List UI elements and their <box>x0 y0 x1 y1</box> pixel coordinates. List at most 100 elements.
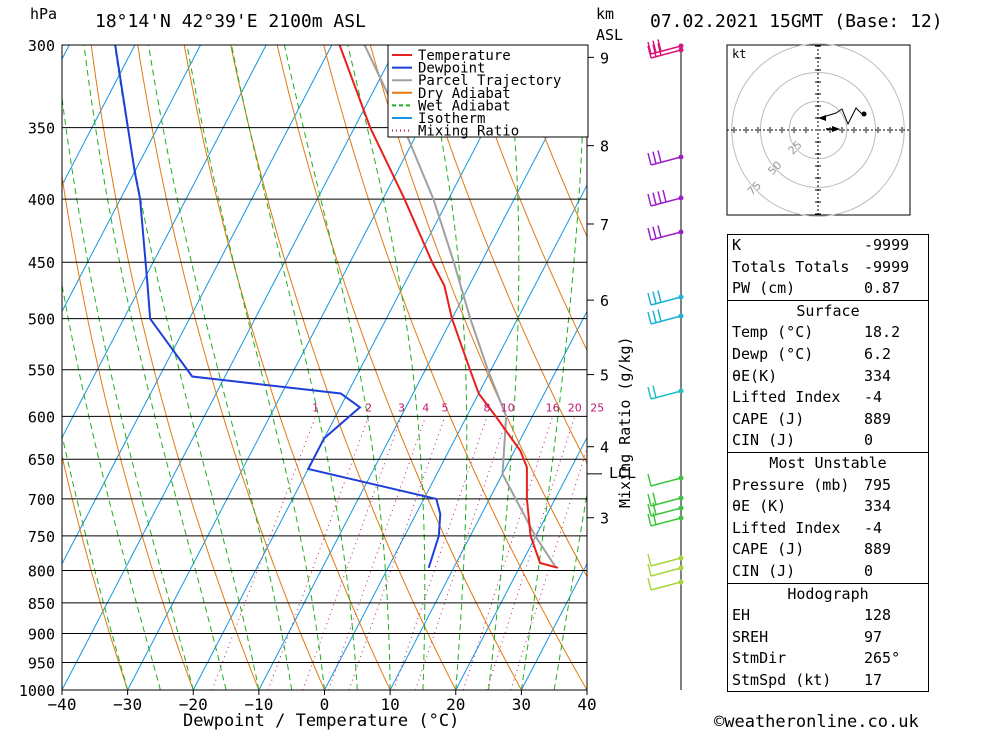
most-unstable-row: θE (K) 334 <box>732 497 892 516</box>
wet-adiabat-line <box>62 93 194 690</box>
wind-barb <box>647 150 684 166</box>
dry-adiabat-line <box>90 45 260 690</box>
credit-text: ©weatheronline.co.uk <box>714 712 919 732</box>
pressure-tick-label: 600 <box>28 408 55 426</box>
wind-barb <box>647 189 684 207</box>
index-row-pw: PW (cm) 0.87 <box>732 279 901 298</box>
pressure-tick-label: 950 <box>28 655 55 673</box>
mixing-ratio-label: 1 <box>312 401 319 414</box>
mixing-ratio-label: 20 <box>568 401 582 414</box>
x-tick-label: 40 <box>577 695 596 714</box>
hodograph-endpoint <box>861 111 867 117</box>
legend-item: Dewpoint <box>392 61 485 77</box>
dry-adiabat-line <box>62 454 129 690</box>
wind-barb <box>647 39 684 55</box>
km-tick-label: 9 <box>600 49 609 67</box>
wind-barb <box>647 290 684 306</box>
surface-row: Dewp (°C) 6.2 <box>732 344 892 363</box>
x-tick-label: 30 <box>512 695 531 714</box>
legend-item: Temperature <box>392 48 511 64</box>
pressure-tick-label: 750 <box>28 528 55 546</box>
mixing-ratio-line <box>328 416 427 690</box>
wet-adiabat-line <box>114 45 260 690</box>
legend-label: Wet Adiabat <box>418 98 511 114</box>
legend-item: Wet Adiabat <box>392 98 511 114</box>
wind-barb <box>647 553 684 567</box>
mean-wind-arrow-icon <box>832 126 840 132</box>
pressure-tick-label: 700 <box>28 491 55 509</box>
isotherm-line <box>62 45 398 690</box>
isotherm-line <box>520 562 587 690</box>
pressure-tick-label: 1000 <box>19 682 55 700</box>
mixing-ratio-labels: 1 2 3 4 5 8 10 16 20 25 <box>312 401 604 414</box>
datetime-title: 07.02.2021 15GMT (Base: 12) <box>650 11 943 32</box>
most-unstable-row: Lifted Index -4 <box>732 518 883 537</box>
wind-barb <box>647 225 684 241</box>
wind-barb <box>647 563 684 577</box>
km-tick-label: 6 <box>600 292 609 310</box>
hodograph-trace <box>819 107 863 126</box>
wind-barb <box>647 43 684 59</box>
mixing-ratio-line <box>348 416 446 690</box>
x-tick-label: −20 <box>179 695 208 714</box>
most-unstable-row: CAPE (J) 889 <box>732 540 892 559</box>
isotherm-line <box>192 45 530 690</box>
x-axis-title: Dewpoint / Temperature (°C) <box>183 711 459 731</box>
mixing-ratio-line <box>302 416 403 690</box>
legend-label: Dewpoint <box>418 61 485 77</box>
pressure-tick-label: 350 <box>28 120 55 138</box>
km-tick-label: 8 <box>600 138 609 156</box>
legend-item: Mixing Ratio <box>392 124 519 140</box>
mixing-ratio-label: 16 <box>546 401 560 414</box>
wind-barb <box>647 577 684 591</box>
pressure-tick-label: 850 <box>28 595 55 613</box>
km-tick-label: 7 <box>600 216 609 234</box>
mixing-ratio-line <box>414 416 509 690</box>
pressure-tick-label: 450 <box>28 254 55 272</box>
wind-barb <box>647 502 684 517</box>
asl-unit-label: ASL <box>596 26 623 44</box>
mixing-ratio-line <box>267 416 370 690</box>
isotherm-line <box>62 45 201 313</box>
hodograph-stats-row: SREH 97 <box>732 627 883 646</box>
pressure-tick-label: 300 <box>28 37 55 55</box>
profile-curves <box>114 45 559 569</box>
stability-indices-panel: K -9999 Totals Totals -9999 PW (cm) 0.87 Su… <box>727 234 929 693</box>
x-tick-label: −30 <box>113 695 142 714</box>
dry-adiabat-line <box>323 45 587 690</box>
wet-adiabat-line <box>520 45 585 690</box>
surface-row: CAPE (J) 889 <box>732 409 892 428</box>
surface-row: CIN (J) 0 <box>732 431 874 450</box>
mixing-ratio-label: 5 <box>441 401 448 414</box>
hodograph-stats-row: StmSpd (kt) 17 <box>732 670 883 689</box>
height-km-ticks: 9 8 7 6 5 4 3 <box>587 49 609 528</box>
location-title: 18°14'N 42°39'E 2100m ASL <box>95 11 366 32</box>
hodograph-stats-row: EH 128 <box>732 606 892 625</box>
y-axis-ticks: 300 350 400 450 500 550 600 650 700 750 800 850 900 9… <box>19 37 55 700</box>
x-tick-label: 20 <box>446 695 465 714</box>
surface-header: Surface <box>728 299 928 323</box>
isotherm-line <box>127 45 464 690</box>
legend-label: Parcel Trajectory <box>418 73 561 89</box>
km-tick-label: 4 <box>600 439 609 457</box>
legend-item: Isotherm <box>392 111 485 127</box>
legend-label: Dry Adiabat <box>418 86 511 102</box>
hodograph-stats-header: Hodograph <box>728 582 928 606</box>
most-unstable-header: Most Unstable <box>728 451 928 475</box>
dry-adiabat-line <box>416 45 587 465</box>
plot-frame <box>61 44 588 691</box>
temperature-curve <box>338 45 559 569</box>
wind-barb <box>647 473 684 487</box>
pressure-tick-label: 400 <box>28 191 55 209</box>
surface-row: Temp (°C) 18.2 <box>732 323 901 342</box>
pressure-tick-label: 900 <box>28 626 55 644</box>
pressure-tick-label: 500 <box>28 311 55 329</box>
wind-barb <box>647 385 684 400</box>
pressure-tick-label: 550 <box>28 362 55 380</box>
isotherm-line <box>389 310 587 690</box>
legend-label: Temperature <box>418 48 511 64</box>
hodograph-stats-row: StmDir 265° <box>732 649 901 668</box>
mixing-ratio-label: 8 <box>483 401 490 414</box>
x-axis-ticks: −40 −30 −20 −10 0 10 20 30 40 <box>48 690 597 714</box>
